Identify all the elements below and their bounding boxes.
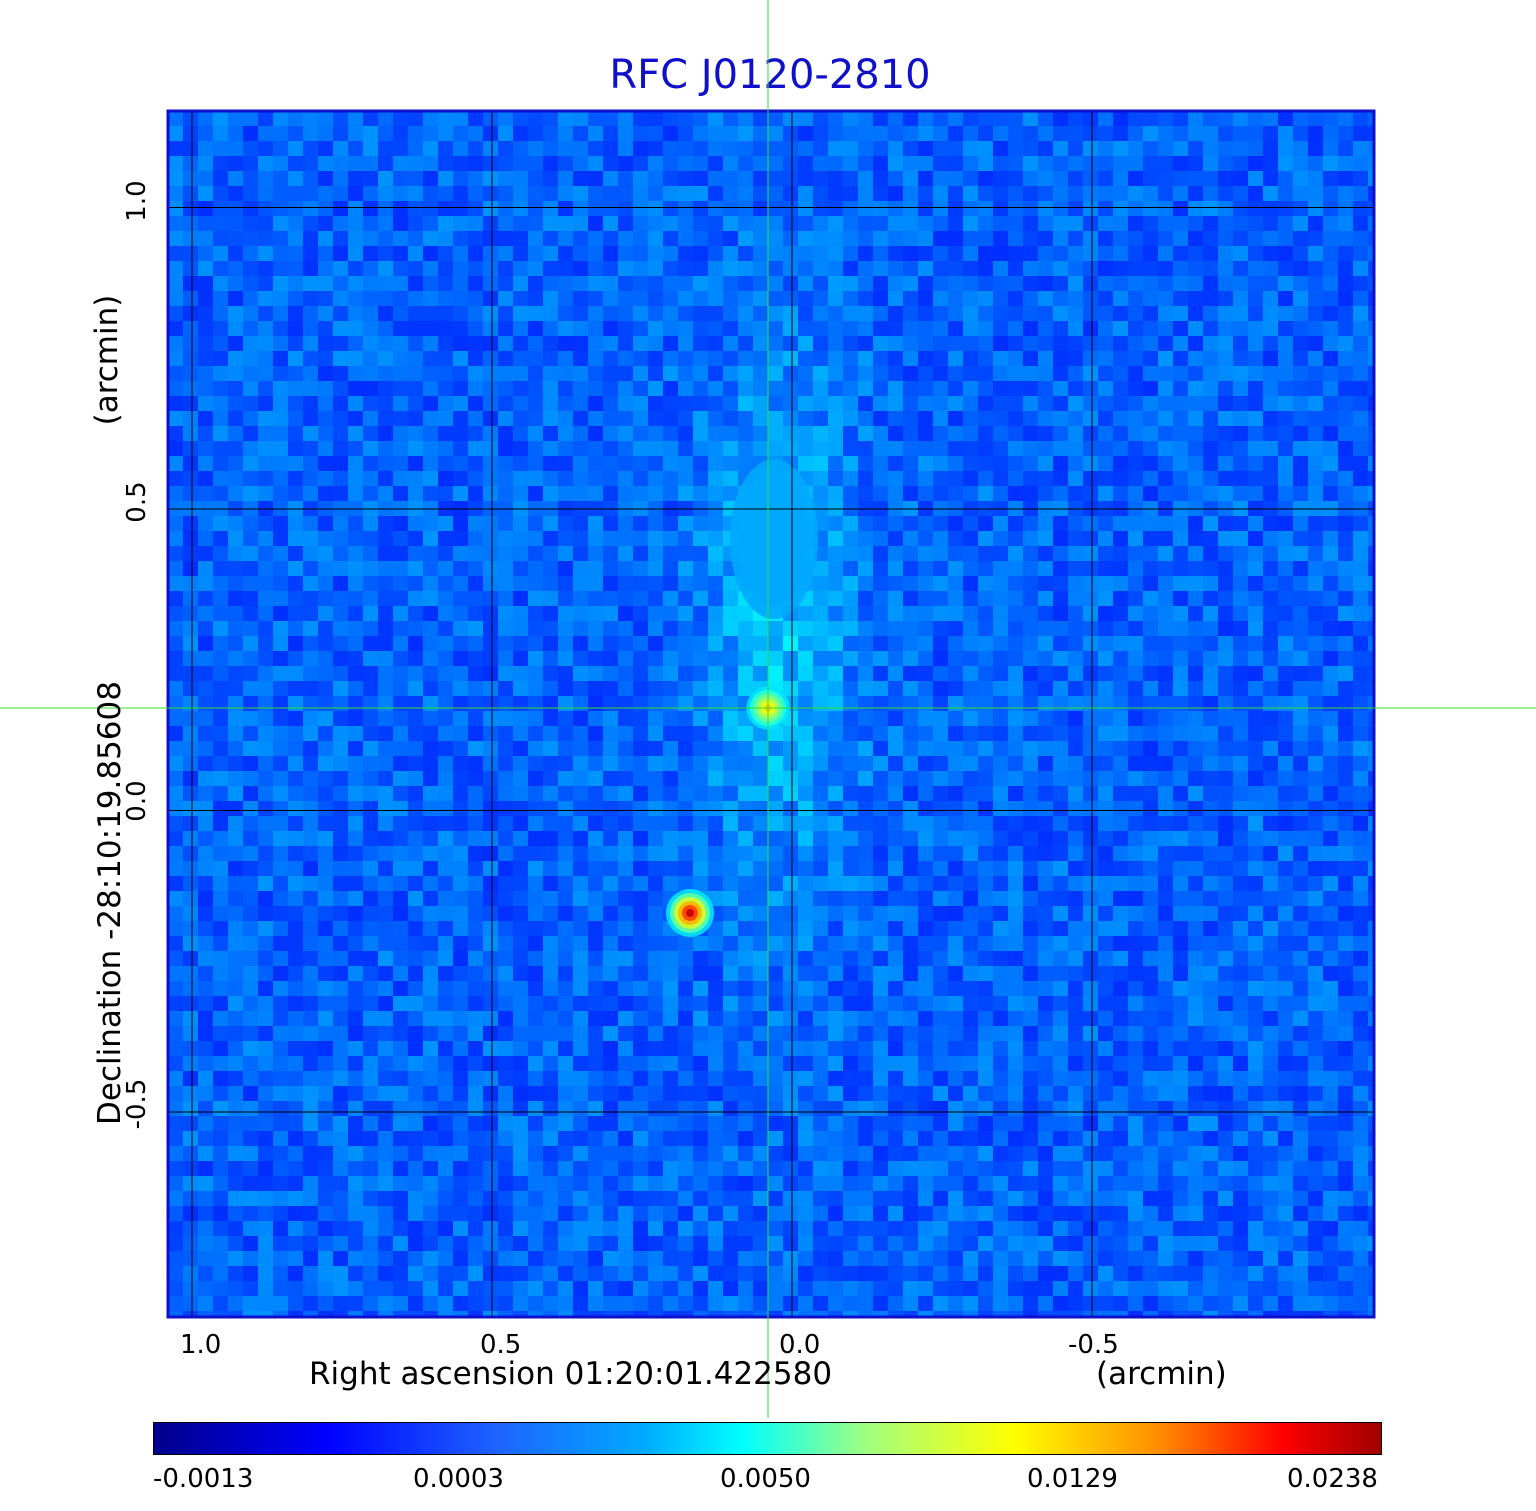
x-axis-unit: (arcmin) [1096,1356,1227,1392]
colorbar-tick-label: 0.0003 [413,1464,504,1494]
y-tick-label: 1.0 [122,180,152,222]
y-tick-label: 0.5 [122,481,152,523]
colorbar [153,1422,1382,1455]
plot-frame [166,109,1376,1319]
colorbar-tick-label: -0.0013 [153,1464,254,1494]
x-tick-label: 0.0 [779,1330,821,1360]
y-axis-label: Declination -28:10:19.85608 [92,681,128,1125]
x-tick-label: 0.5 [480,1330,522,1360]
x-axis-label: Right ascension 01:20:01.422580 [309,1356,833,1392]
x-tick-label: 1.0 [180,1330,222,1360]
x-tick-label: -0.5 [1068,1330,1119,1360]
colorbar-tick-label: 0.0050 [720,1464,811,1494]
colorbar-tick-label: 0.0129 [1027,1464,1118,1494]
radio-source [766,525,782,553]
plot-title: RFC J0120-2810 [609,52,931,98]
radio-source [686,908,694,917]
y-axis-unit: (arcmin) [89,294,125,426]
colorbar-tick-label: 0.0238 [1287,1464,1378,1494]
map-pixels [168,111,1374,1317]
